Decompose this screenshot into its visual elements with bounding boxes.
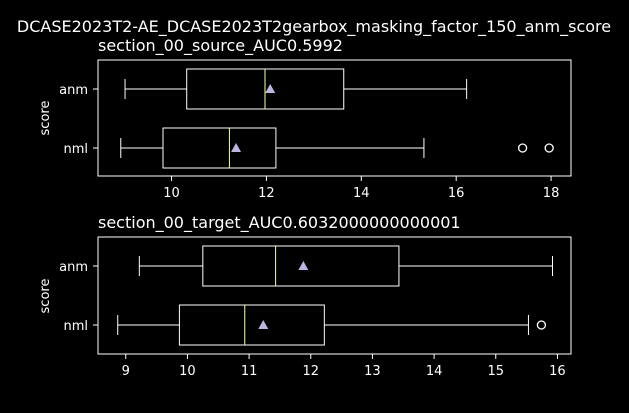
- source-xtick-label: 10: [163, 186, 180, 201]
- source-boxplot-panel: section_00_source_AUC0.5992 score 10 12 14…: [38, 36, 572, 201]
- source-nml-box: [162, 127, 277, 169]
- source-panel-title: section_00_source_AUC0.5992: [98, 36, 343, 56]
- target-nml-ytick-label: nml: [63, 319, 88, 334]
- target-ylabel: score: [38, 279, 53, 314]
- source-nml-mean-marker: [231, 143, 242, 152]
- source-xtick-label: 18: [543, 186, 560, 201]
- source-nml-outlier: [517, 143, 528, 153]
- target-panel-title: section_00_target_AUC0.6032000000000001: [98, 213, 461, 233]
- source-xtick-label: 16: [448, 186, 465, 201]
- target-xtick-label: 16: [549, 364, 566, 379]
- source-ylabel: score: [38, 101, 53, 136]
- target-anm-ytick-label: anm: [59, 260, 88, 275]
- figure-title: DCASE2023T2-AE_DCASE2023T2gearbox_maskin…: [17, 17, 611, 37]
- target-xtick-label: 13: [364, 364, 381, 379]
- target-nml-outlier: [536, 320, 547, 330]
- target-xtick-label: 12: [302, 364, 319, 379]
- target-nml-box: [178, 304, 325, 346]
- source-anm-mean-marker: [265, 84, 276, 93]
- source-xtick-label: 12: [258, 186, 275, 201]
- target-nml-mean-marker: [258, 320, 269, 329]
- source-anm-ytick-label: anm: [59, 83, 88, 98]
- source-plot-frame: [97, 59, 572, 177]
- target-xtick-label: 11: [241, 364, 258, 379]
- target-anm-mean-marker: [298, 261, 309, 270]
- target-anm-box: [202, 245, 400, 287]
- target-boxplot-panel: section_00_target_AUC0.6032000000000001 …: [38, 213, 572, 379]
- target-plot-frame: [97, 236, 572, 355]
- target-xtick-label: 9: [122, 364, 130, 379]
- target-xtick-label: 15: [487, 364, 504, 379]
- source-nml-outlier: [544, 143, 554, 153]
- target-xtick-label: 14: [426, 364, 443, 379]
- source-xtick-label: 14: [353, 186, 370, 201]
- source-nml-ytick-label: nml: [63, 142, 88, 157]
- target-xtick-label: 10: [179, 364, 196, 379]
